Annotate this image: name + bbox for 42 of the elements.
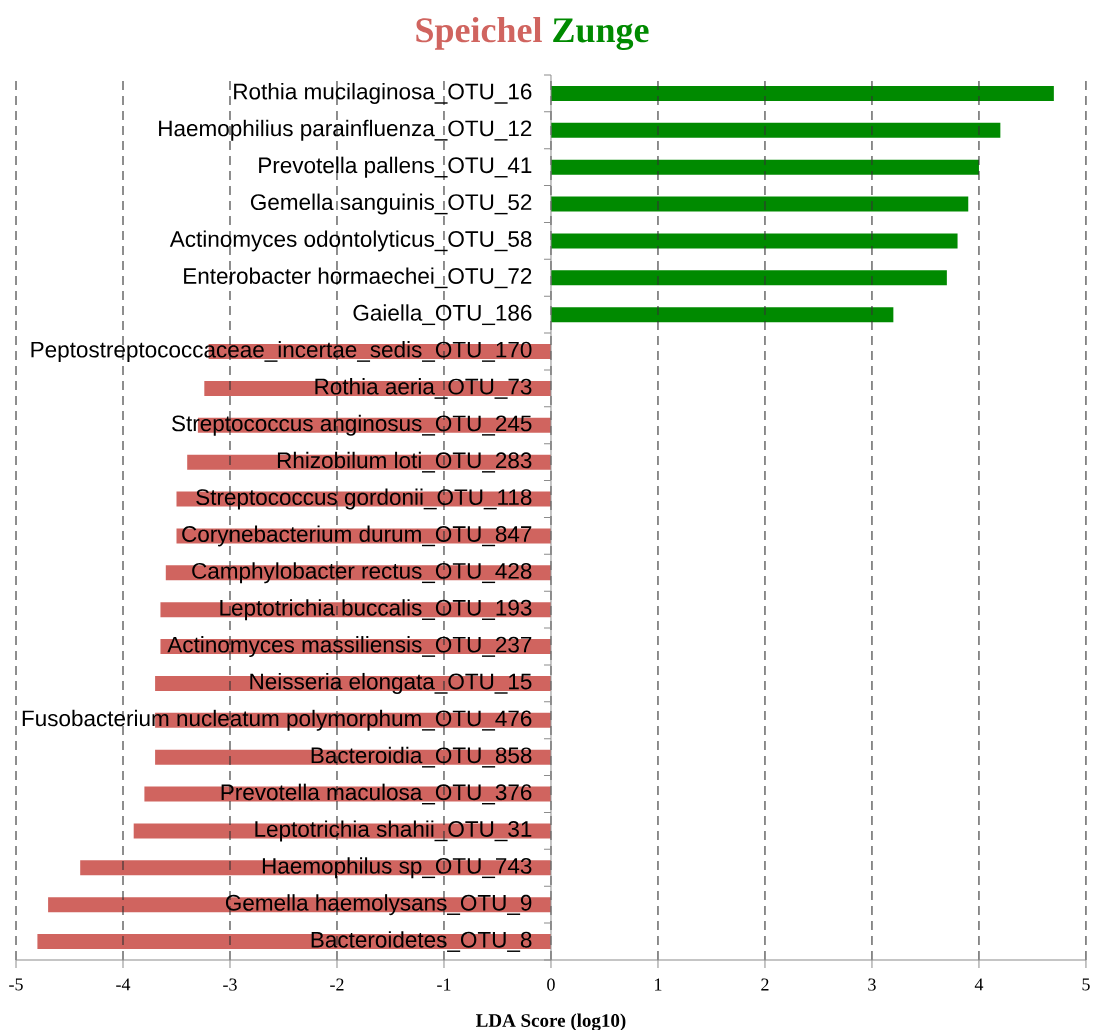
y-tick-label: Haemophilius parainfluenza_OTU_12	[159, 119, 532, 141]
y-tick-label: Leptotrichia shahii_OTU_31	[255, 820, 532, 842]
y-tick-label: Prevotella pallens_OTU_41	[259, 156, 532, 178]
bar	[550, 159, 979, 175]
y-tick-label: Camphylobacter rectus_OTU_428	[192, 562, 532, 584]
y-tick-label: Bacteroidia_OTU_858	[311, 746, 532, 768]
y-tick-label: Rothia mucilaginosa_OTU_16	[234, 82, 532, 104]
y-tick-label: Enterobacter hormaechei_OTU_72	[184, 267, 532, 289]
bar	[550, 122, 1001, 138]
x-tick-label: -4	[116, 978, 131, 991]
series-label: Zunge	[553, 18, 649, 50]
y-tick-label: Streptococcus gordonii_OTU_118	[196, 488, 532, 510]
x-tick-label: 2	[761, 978, 769, 991]
bar	[550, 85, 1054, 101]
bar	[550, 307, 894, 323]
bar	[550, 233, 958, 249]
x-axis-title: LDA Score (log10)	[476, 1013, 626, 1030]
y-tick-label: Neisseria elongata_OTU_15	[250, 672, 532, 694]
bar	[550, 196, 969, 212]
x-tick-label: 5	[1082, 978, 1090, 991]
y-tick-label: Gaiella_OTU_186	[353, 304, 532, 326]
x-tick-label: 3	[868, 978, 876, 991]
x-tick-label: -2	[330, 978, 344, 991]
y-tick-label: Prevotella maculosa_OTU_376	[221, 783, 532, 805]
text: Speichel	[416, 17, 542, 50]
y-tick-label: Gemella haemolysans_OTU_9	[225, 894, 532, 916]
x-tick-label: -3	[223, 978, 237, 991]
y-tick-label: Leptotrichia buccalis_OTU_193	[220, 599, 532, 621]
y-tick-label: Bacteroidetes_OTU_8	[311, 931, 532, 952]
y-tick-label: Gemella sanguinis_OTU_52	[250, 193, 532, 215]
y-tick-label: Actinomyces massiliensis_OTU_237	[167, 636, 532, 658]
y-tick-label: Rothia aeria_OTU_73	[315, 378, 532, 399]
y-tick-label: Actinomyces odontolyticus_OTU_58	[169, 230, 532, 252]
x-tick-label: 4	[974, 978, 984, 991]
y-tick-label: Corynebacterium durum_OTU_847	[182, 525, 532, 547]
x-tick-label: 1	[655, 978, 662, 991]
x-tick-label: -5	[9, 978, 23, 991]
x-tick-label: 0	[547, 978, 555, 991]
y-tick-label: Rhizobilum loti_OTU_283	[277, 451, 532, 473]
x-tick-label: -1	[437, 978, 451, 991]
bar	[550, 270, 947, 286]
y-tick-label: Haemophilus sp_OTU_743	[262, 857, 532, 879]
